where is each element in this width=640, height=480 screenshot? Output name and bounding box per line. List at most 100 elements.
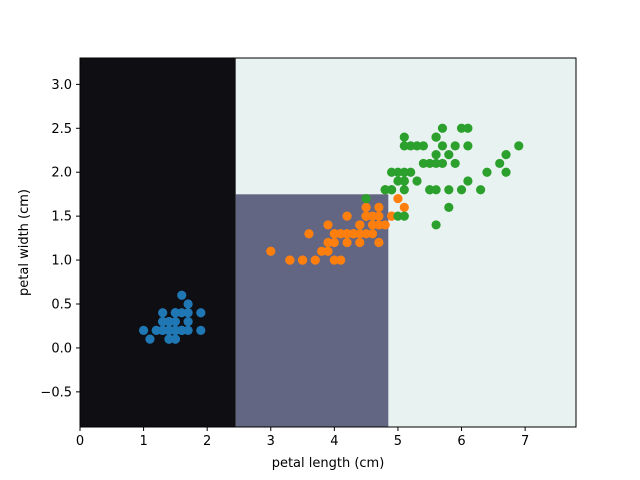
data-point-series-2: [501, 167, 511, 177]
data-point-series-2: [393, 176, 403, 186]
data-point-series-2: [431, 150, 441, 160]
data-point-series-1: [380, 220, 390, 230]
data-point-series-2: [444, 150, 454, 160]
data-point-series-2: [399, 167, 409, 177]
y-tick-label: 1.5: [51, 210, 72, 225]
data-point-series-1: [361, 202, 371, 212]
data-point-series-0: [164, 316, 174, 327]
y-tick-label: 2.0: [51, 166, 72, 181]
data-point-series-2: [386, 185, 397, 195]
data-point-series-2: [476, 185, 486, 195]
data-point-series-2: [482, 167, 492, 177]
data-point-series-1: [342, 211, 352, 221]
data-point-series-2: [399, 211, 409, 221]
data-point-series-0: [158, 316, 168, 327]
y-tick-label: −0.5: [40, 385, 72, 400]
data-point-series-2: [399, 141, 409, 151]
x-tick-label: 2: [203, 434, 211, 449]
data-point-series-0: [170, 334, 180, 344]
y-tick-label: 0.0: [51, 341, 72, 356]
data-point-series-2: [431, 185, 441, 195]
data-point-series-1: [266, 246, 276, 256]
data-point-series-2: [393, 167, 403, 177]
x-axis-ticks: 0 1 2 3 4 5 6 7: [76, 427, 529, 449]
data-point-series-0: [183, 325, 193, 335]
data-point-series-1: [355, 237, 365, 248]
data-point-series-2: [437, 141, 448, 151]
x-tick-label: 7: [521, 434, 529, 449]
y-axis-ticks: −0.5 0.0 0.5 1.0 1.5 2.0 2.5 3.0: [40, 78, 80, 400]
data-point-series-1: [367, 220, 378, 230]
data-point-series-2: [450, 141, 460, 151]
data-point-series-2: [463, 141, 473, 151]
data-point-series-2: [361, 193, 371, 204]
data-point-series-2: [431, 158, 441, 169]
data-point-series-2: [431, 132, 441, 142]
data-point-series-0: [170, 325, 180, 335]
region-3: [388, 194, 576, 427]
data-point-series-2: [437, 123, 448, 133]
data-point-series-1: [393, 193, 403, 204]
data-point-series-0: [196, 308, 206, 318]
data-point-series-1: [310, 255, 320, 265]
data-point-series-0: [183, 308, 193, 318]
data-point-series-2: [437, 158, 448, 169]
data-point-series-0: [177, 308, 187, 318]
data-point-series-0: [170, 316, 180, 327]
data-point-series-0: [196, 325, 206, 335]
data-point-series-1: [329, 255, 339, 265]
data-point-series-1: [329, 229, 339, 239]
data-point-series-1: [336, 255, 346, 265]
data-point-series-2: [380, 185, 390, 195]
data-point-series-0: [145, 334, 155, 344]
data-point-series-2: [425, 158, 435, 169]
data-point-series-2: [444, 202, 454, 212]
data-point-series-2: [399, 132, 409, 142]
data-point-series-1: [342, 229, 352, 239]
data-point-series-2: [418, 141, 428, 151]
y-tick-label: 1.0: [51, 254, 72, 269]
x-tick-label: 5: [394, 434, 402, 449]
data-point-series-0: [151, 325, 161, 335]
data-point-series-1: [361, 229, 371, 239]
data-point-series-2: [418, 158, 428, 169]
region-0: [80, 58, 236, 427]
data-point-series-0: [183, 316, 193, 327]
y-tick-label: 2.5: [51, 122, 72, 137]
x-tick-label: 1: [139, 434, 147, 449]
data-point-series-2: [444, 185, 454, 195]
data-point-series-1: [342, 237, 352, 248]
y-tick-label: 0.5: [51, 298, 72, 313]
data-point-series-1: [329, 237, 339, 248]
x-tick-label: 3: [267, 434, 275, 449]
data-point-series-1: [374, 211, 384, 221]
data-point-series-1: [367, 229, 378, 239]
data-point-series-2: [412, 141, 422, 151]
data-point-series-2: [399, 176, 409, 186]
data-point-series-1: [323, 220, 333, 230]
x-tick-label: 6: [457, 434, 465, 449]
data-point-series-1: [323, 237, 333, 248]
data-point-series-2: [463, 176, 473, 186]
data-point-series-2: [412, 176, 422, 186]
data-point-series-1: [374, 220, 384, 230]
data-point-series-2: [456, 123, 467, 133]
data-point-series-1: [323, 246, 333, 256]
data-point-series-1: [304, 229, 314, 239]
scatter-points: [138, 123, 524, 344]
data-point-series-0: [170, 308, 180, 318]
data-point-series-0: [138, 325, 149, 335]
data-point-series-1: [297, 255, 308, 265]
data-point-series-2: [406, 141, 416, 151]
data-point-series-2: [456, 185, 467, 195]
data-point-series-2: [431, 220, 441, 230]
x-axis-label: petal length (cm): [272, 456, 385, 471]
data-point-series-1: [399, 202, 409, 212]
data-point-series-2: [514, 141, 524, 151]
data-point-series-1: [361, 211, 371, 221]
data-point-series-2: [463, 123, 473, 133]
data-point-series-0: [164, 325, 174, 335]
data-point-series-2: [406, 167, 416, 177]
region-1: [235, 194, 389, 427]
